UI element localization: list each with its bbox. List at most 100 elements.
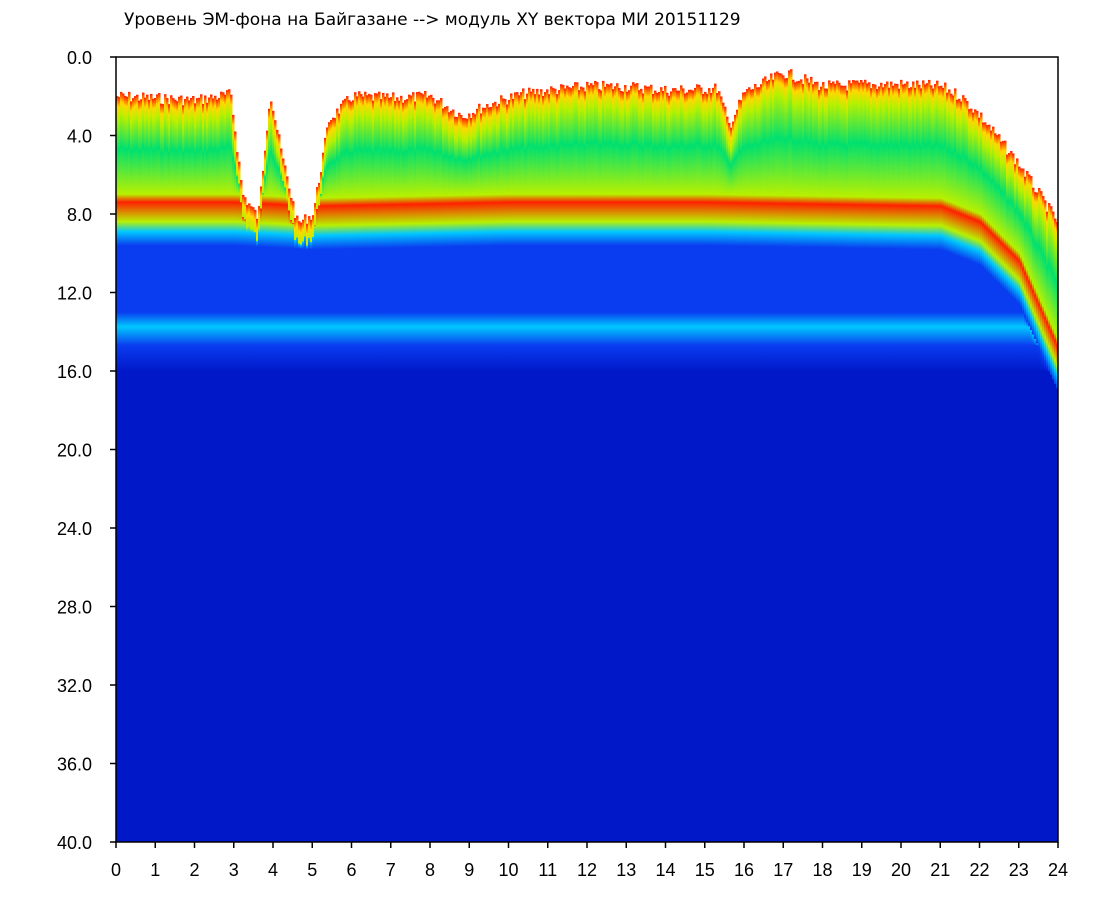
heatmap-column [334,118,337,843]
heatmap-column [364,91,367,843]
heatmap-column [584,91,587,843]
heatmap-column [880,82,883,843]
heatmap-column [864,79,867,843]
x-tick-label: 0 [111,860,121,880]
x-tick-label: 14 [655,860,675,880]
heatmap-column [778,73,781,843]
heatmap-column [390,97,393,843]
heatmap-column [302,219,305,843]
heatmap-column [420,93,423,842]
heatmap-column [124,95,127,842]
heatmap-column [964,98,967,842]
heatmap-column [756,87,759,843]
heatmap-column [216,99,219,842]
heatmap-column [258,206,261,842]
heatmap-column [614,86,617,842]
heatmap-column [452,109,455,843]
heatmap-column [530,91,533,842]
heatmap-column [842,85,845,842]
heatmap-column [240,180,243,843]
heatmap-column [300,222,303,843]
x-tick-label: 1 [150,860,160,880]
x-tick-label: 5 [307,860,317,880]
heatmap-column [874,84,877,843]
heatmap-column [358,91,361,843]
x-tick-label: 4 [268,860,278,880]
heatmap-column [384,96,387,843]
heatmap-column [802,84,805,842]
heatmap-column [264,150,267,842]
heatmap-column [688,89,691,843]
heatmap-column [338,113,341,843]
heatmap-column [492,103,495,843]
heatmap-column [810,76,813,842]
heatmap-column [304,214,307,842]
heatmap-column [342,100,345,842]
heatmap-column [982,122,985,842]
heatmap-column [550,86,553,842]
heatmap-column [546,89,549,842]
x-tick-label: 9 [464,860,474,880]
heatmap-column [508,99,511,842]
heatmap-column [752,89,755,842]
heatmap-column [668,95,671,842]
y-tick-label: 28.0 [57,598,92,618]
heatmap-column [516,92,519,843]
heatmap-column [214,95,217,842]
heatmap-column [272,110,275,843]
heatmap-column [678,90,681,842]
heatmap-column [944,82,947,843]
heatmap-column [556,94,559,842]
heatmap-column [784,78,787,843]
heatmap-column [996,135,999,843]
heatmap-column [426,97,429,843]
heatmap-column [720,96,723,842]
x-tick-label: 16 [734,860,754,880]
heatmap-column [184,99,187,842]
heatmap-column [598,89,601,842]
heatmap-column [818,90,821,842]
heatmap-column [416,92,419,843]
heatmap-column [694,87,697,843]
heatmap-column [160,103,163,842]
heatmap-column [1004,140,1007,843]
heatmap-column [578,90,581,842]
heatmap-column [926,83,929,843]
heatmap-column [268,108,271,842]
heatmap-column [486,104,489,843]
heatmap-column [494,101,497,843]
heatmap-column [330,120,333,842]
heatmap-column [966,101,969,842]
heatmap-column [526,93,529,842]
y-tick-label: 40.0 [57,833,92,853]
heatmap-column [698,84,701,843]
y-tick-label: 24.0 [57,519,92,539]
heatmap-column [468,113,471,843]
heatmap-column [248,203,251,842]
heatmap-column [280,148,283,842]
heatmap-column [858,82,861,842]
heatmap-column [974,109,977,842]
heatmap-column [718,91,721,842]
x-tick-label: 3 [229,860,239,880]
heatmap-column [730,127,733,842]
heatmap-column [780,73,783,842]
heatmap-column [1036,192,1039,842]
heatmap-column [340,103,343,842]
heatmap-column [138,100,141,843]
heatmap-column [270,101,273,843]
heatmap-column [674,88,677,843]
heatmap-column [672,88,675,842]
heatmap-column [202,103,205,842]
heatmap-column [606,83,609,842]
heatmap-column [886,81,889,842]
heatmap-column [758,87,761,842]
heatmap-column [168,104,171,842]
heatmap-column [408,94,411,842]
heatmap-column [904,83,907,843]
heatmap-column [1022,168,1025,843]
heatmap-column [1046,211,1049,842]
heatmap-column [768,79,771,843]
heatmap-column [608,84,611,842]
heatmap-column [320,172,323,842]
